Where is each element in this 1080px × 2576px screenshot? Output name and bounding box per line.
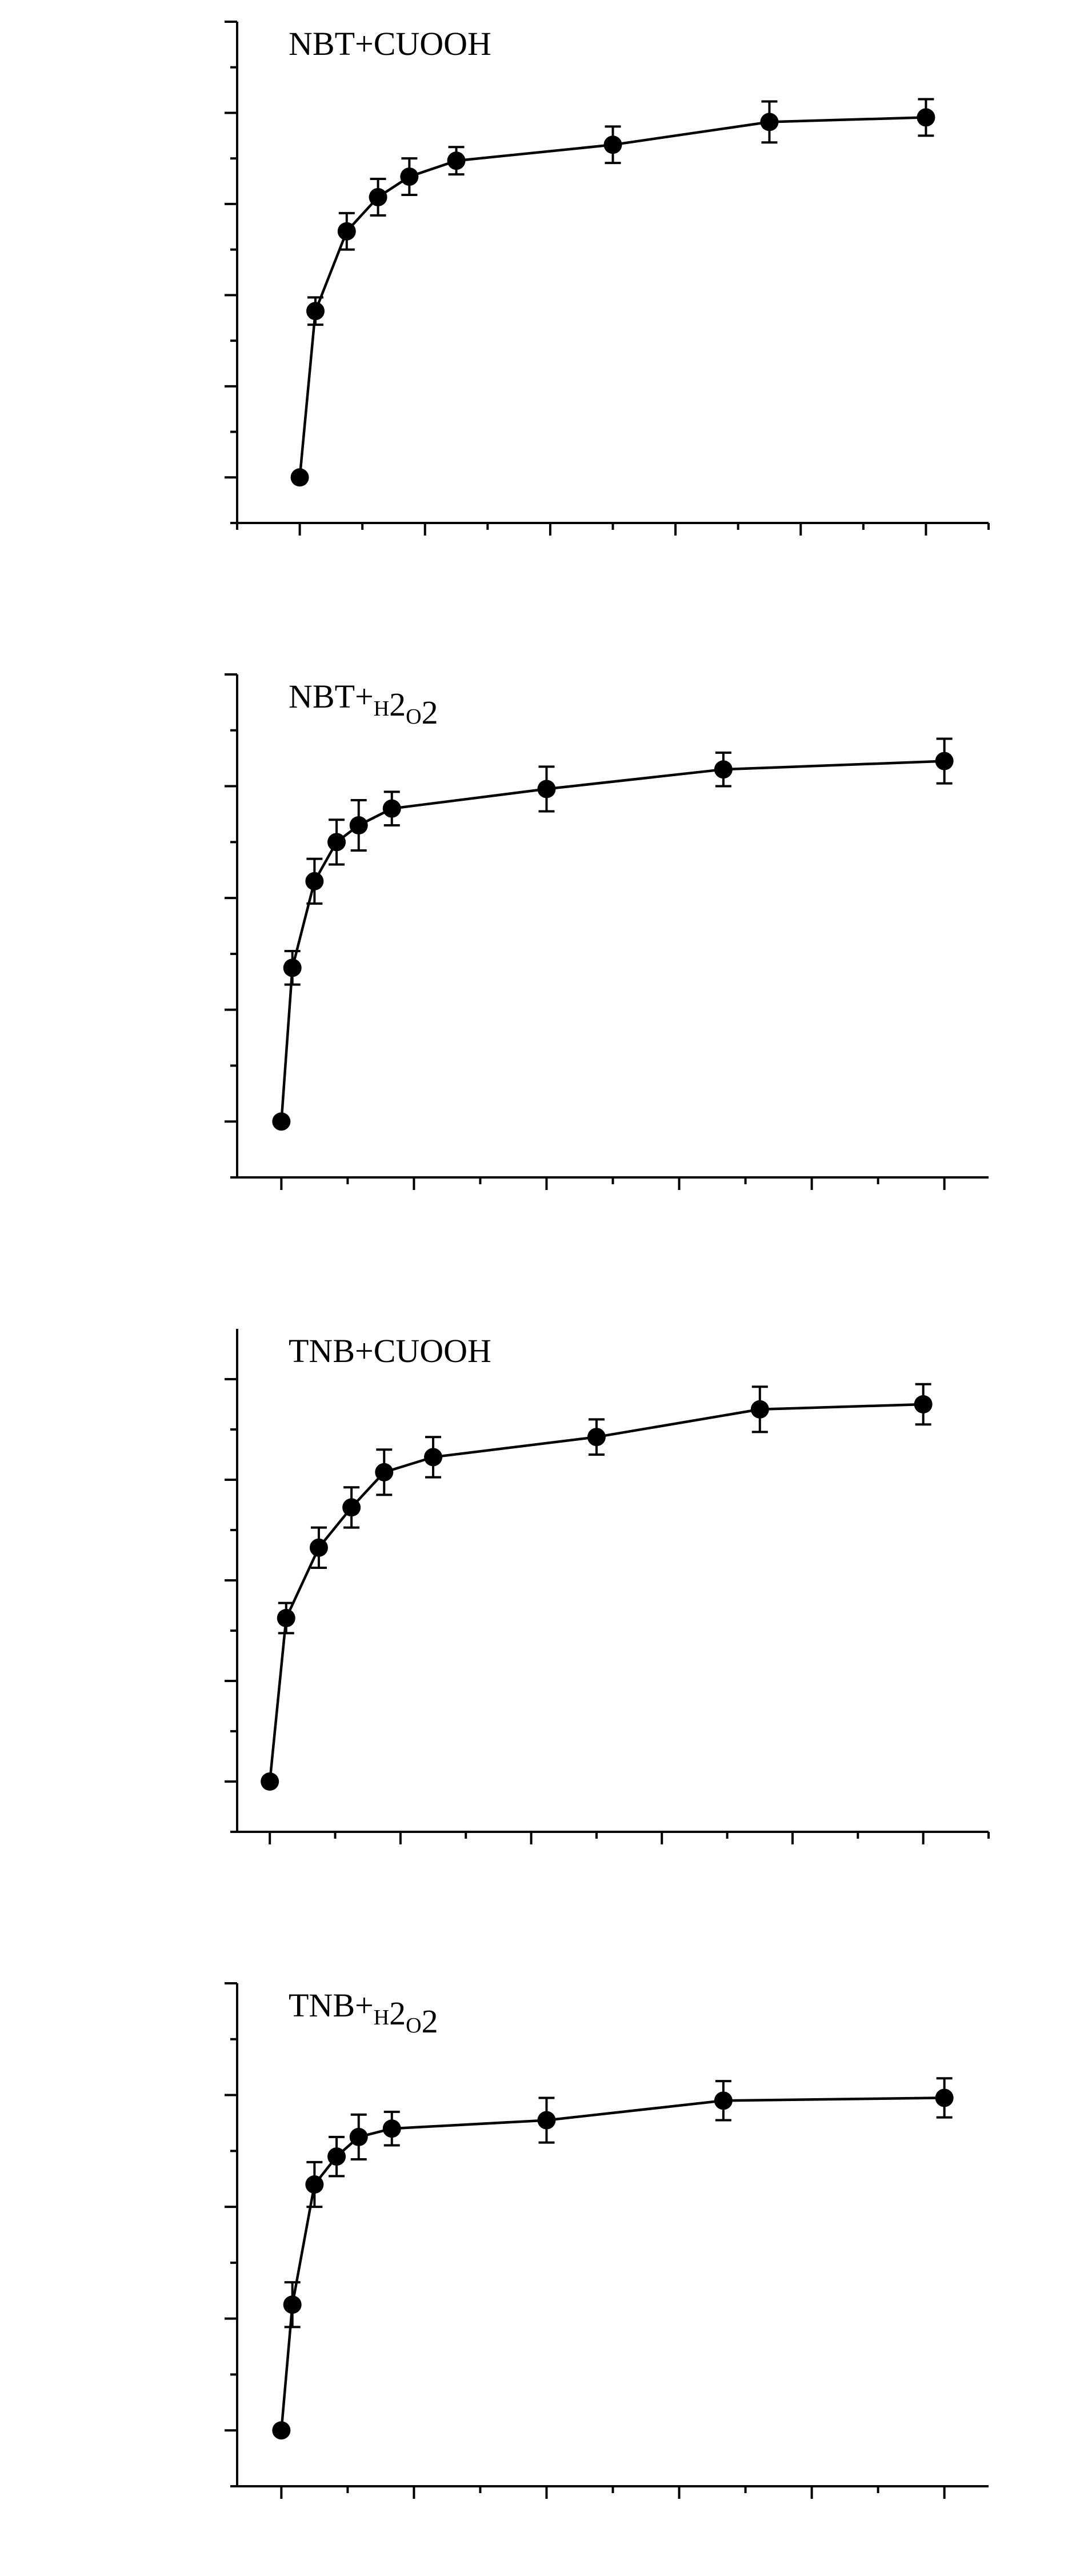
- data-point: [327, 833, 346, 852]
- data-point: [342, 1498, 361, 1517]
- data-point: [283, 958, 302, 977]
- series-line: [280, 2096, 945, 2431]
- data-point: [935, 752, 954, 770]
- data-point: [369, 187, 387, 206]
- chart-panel-b: NBT+H2O2: [225, 673, 989, 1190]
- data-point: [283, 2295, 302, 2314]
- chart-panel-c: TNB+CUOOH: [225, 1329, 990, 1844]
- data-point: [290, 468, 309, 487]
- series-line: [268, 1403, 923, 1782]
- data-point: [375, 1463, 394, 1481]
- data-point: [587, 1428, 606, 1447]
- data-point: [305, 2175, 324, 2194]
- data-point: [337, 222, 356, 241]
- data-point: [714, 2091, 733, 2110]
- data-point: [309, 1538, 328, 1557]
- data-point: [537, 2111, 556, 2130]
- data-point: [305, 872, 324, 890]
- series-annotation: NBT+CUOOH: [289, 25, 491, 62]
- data-point: [714, 760, 733, 779]
- data-point: [261, 1772, 279, 1791]
- data-point: [272, 2421, 291, 2440]
- data-point: [760, 113, 779, 131]
- data-point: [400, 167, 419, 186]
- data-point: [272, 1112, 291, 1131]
- data-point: [349, 816, 368, 834]
- data-point: [424, 1448, 443, 1467]
- data-point: [349, 2127, 368, 2146]
- chart-panel-d: TNB+H2O2: [225, 1982, 989, 2499]
- data-point: [277, 1609, 295, 1627]
- data-point: [914, 1395, 933, 1413]
- series-line: [298, 116, 926, 478]
- series-annotation: NBT+H2O2: [289, 678, 438, 731]
- data-point: [306, 302, 325, 321]
- chart-panel-a: NBT+CUOOH: [225, 21, 990, 536]
- data-point: [917, 108, 935, 127]
- data-point: [537, 780, 556, 798]
- data-point: [935, 2088, 954, 2107]
- data-point: [603, 135, 622, 154]
- data-point: [447, 151, 466, 170]
- data-point: [327, 2147, 346, 2166]
- series-annotation: TNB+H2O2: [289, 1987, 438, 2040]
- series-annotation: TNB+CUOOH: [289, 1332, 491, 1369]
- data-point: [382, 799, 401, 818]
- data-point: [750, 1400, 769, 1419]
- data-point: [382, 2119, 401, 2138]
- series-line: [280, 760, 945, 1122]
